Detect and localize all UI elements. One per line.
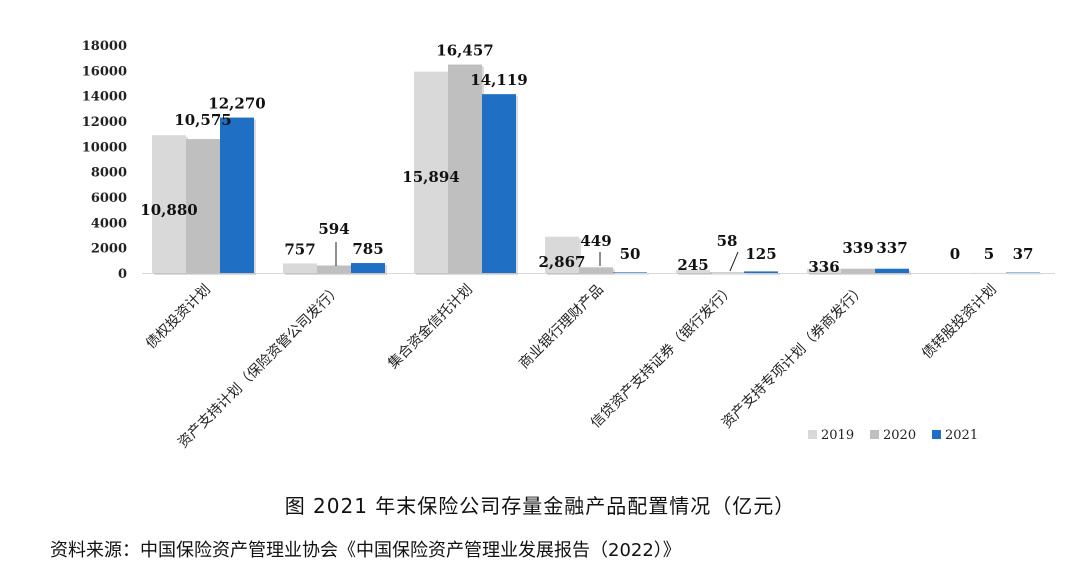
data-label: 10,880 [140, 201, 197, 219]
legend-label: 2019 [821, 428, 854, 443]
category-label: 资产支持专项计划（券商发行） [719, 282, 869, 432]
legend-label: 2021 [945, 428, 978, 443]
data-label: 5 [984, 245, 994, 263]
y-tick-label: 8000 [91, 166, 127, 181]
bar-chart: 0 2000 4000 6000 8000 10000 12000 14000 16000 180… [82, 39, 1055, 451]
y-tick-label: 14000 [82, 90, 127, 105]
bar-2019 [414, 71, 448, 274]
y-axis: 0 2000 4000 6000 8000 10000 12000 14000 16000 180… [82, 39, 127, 282]
data-label: 785 [352, 240, 383, 258]
data-label: 757 [284, 240, 315, 258]
y-tick-label: 2000 [91, 242, 127, 257]
data-label: 339 [842, 239, 873, 257]
y-tick-label: 18000 [82, 39, 127, 54]
data-label: 50 [620, 245, 641, 263]
bar-2020 [317, 265, 351, 273]
bar-shadow [746, 273, 780, 275]
category-label: 债权投资计划 [143, 282, 214, 353]
bar-shadow [712, 274, 746, 275]
bar-2020 [710, 272, 744, 273]
category-label: 集合资金信托计划 [385, 281, 476, 372]
bar-2019 [676, 269, 710, 273]
data-label: 14,119 [470, 71, 527, 89]
label-leader-line [729, 251, 739, 272]
data-label: 449 [580, 232, 611, 250]
bar-2019 [545, 236, 579, 273]
category-label: 债转股投资计划 [919, 282, 1000, 363]
data-label: 594 [318, 220, 349, 238]
bar-2021 [220, 117, 254, 273]
legend: 2019 2020 2021 [808, 428, 978, 443]
y-tick-label: 6000 [91, 191, 127, 206]
y-tick-label: 0 [118, 267, 127, 282]
data-label: 245 [677, 256, 708, 274]
data-label: 12,270 [208, 95, 265, 113]
bar-2019 [152, 135, 186, 273]
legend-label: 2020 [883, 428, 916, 443]
bar-2020 [448, 64, 482, 273]
y-tick-label: 12000 [82, 115, 127, 130]
bar-2021 [875, 268, 909, 273]
data-label: 2,867 [539, 253, 586, 271]
bar-2021 [351, 263, 385, 273]
y-tick-label: 10000 [82, 140, 127, 155]
y-tick-label: 4000 [91, 216, 127, 231]
data-label: 16,457 [436, 42, 493, 60]
bar-shadow [615, 274, 649, 275]
data-label: 15,894 [402, 168, 459, 186]
bar-2019 [807, 268, 841, 273]
bar-2021 [744, 271, 778, 273]
category-label: 商业银行理财产品 [516, 282, 607, 373]
legend-swatch-2019 [808, 430, 817, 439]
legend-swatch-2020 [870, 430, 879, 439]
data-label: 58 [717, 232, 738, 250]
data-label: 10,575 [174, 111, 231, 129]
legend-swatch-2021 [932, 430, 941, 439]
bars-group [142, 64, 1055, 276]
data-label: 37 [1013, 245, 1034, 263]
figure-caption: 图 2021 年末保险公司存量金融产品配置情况（亿元） [284, 494, 796, 518]
data-label: 336 [808, 258, 839, 276]
bar-2020 [841, 268, 875, 273]
y-tick-label: 16000 [82, 64, 127, 79]
data-label: 337 [876, 239, 907, 257]
category-label: 信贷资产支持证券（银行发行） [588, 282, 738, 432]
bar-2021 [613, 272, 647, 273]
category-label: 资产支持计划（保险资管公司发行） [175, 282, 345, 452]
data-label: 0 [950, 245, 960, 263]
data-label: 125 [745, 245, 776, 263]
source-note: 资料来源：中国保险资产管理业协会《中国保险资产管理业发展报告（2022）》 [50, 540, 681, 561]
bar-2021 [482, 94, 516, 273]
bar-shadow [678, 271, 712, 275]
bar-2020 [579, 267, 613, 273]
bar-2019 [283, 263, 317, 273]
bar-2020 [186, 139, 220, 273]
